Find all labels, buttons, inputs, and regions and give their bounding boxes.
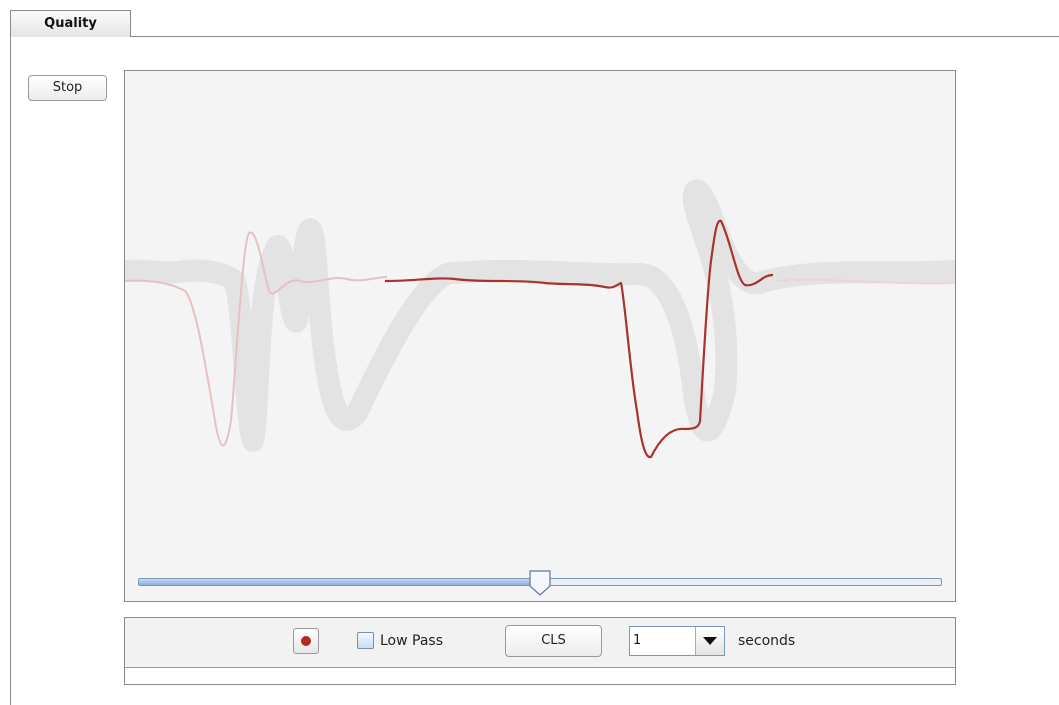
controls-bar: Low Pass CLS 1 seconds: [124, 617, 956, 685]
chevron-down-icon: [703, 637, 717, 645]
record-icon: [301, 636, 311, 646]
active-trace: [384, 219, 774, 459]
low-pass-checkbox[interactable]: [357, 632, 374, 649]
controls-divider: [125, 667, 955, 668]
status-strip: [125, 668, 955, 684]
faded-trace: [125, 231, 388, 447]
tab-divider: [131, 36, 1059, 37]
duration-input[interactable]: 1: [630, 627, 696, 655]
ghost-trace-band: [125, 179, 955, 452]
duration-dropdown-button[interactable]: [696, 627, 724, 655]
stop-button[interactable]: Stop: [28, 75, 107, 101]
signal-plot: [124, 70, 956, 602]
slider-thumb-icon[interactable]: [527, 569, 553, 597]
duration-unit-label: seconds: [738, 633, 796, 649]
tab-quality[interactable]: Quality: [10, 10, 131, 37]
faded-trace-tail: [774, 278, 955, 285]
record-button[interactable]: [293, 628, 319, 654]
slider-fill: [139, 579, 540, 585]
low-pass-label: Low Pass: [380, 633, 443, 649]
duration-combo[interactable]: 1: [629, 626, 725, 656]
panel-border: [10, 37, 11, 705]
signal-trace-canvas: [125, 179, 955, 459]
cls-button[interactable]: CLS: [505, 625, 602, 657]
